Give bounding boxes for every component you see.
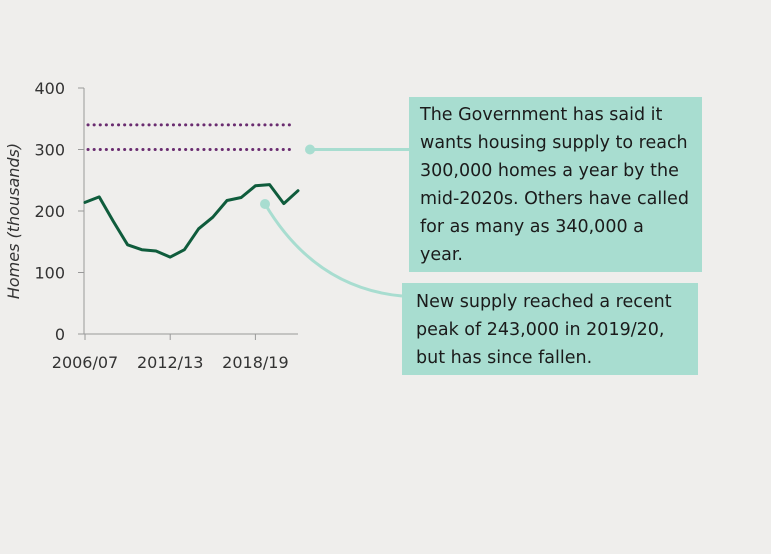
x-tick-label: 2012/13	[137, 353, 203, 372]
callout-government-target: The Government has said it wants housing…	[409, 97, 702, 272]
y-axis-label: Homes (thousands)	[4, 143, 23, 299]
series-layer	[83, 183, 300, 259]
x-tick-label: 2018/19	[222, 353, 288, 372]
callout-recent-peak: New supply reached a recent peak of 243,…	[402, 283, 698, 375]
connector-peak	[263, 203, 403, 298]
y-tick-label: 100	[34, 264, 65, 283]
y-tick-label: 300	[34, 141, 65, 160]
y-tick-label: 400	[34, 79, 65, 98]
y-tick-label: 200	[34, 202, 65, 221]
series-line-0	[83, 183, 300, 259]
connector-peak-dot	[260, 199, 270, 209]
y-tick-label: 0	[55, 325, 65, 344]
annotation-connectors	[260, 144, 409, 298]
x-tick-label: 2006/07	[52, 353, 118, 372]
connector-target-dot	[305, 144, 315, 155]
axes: 0 100 200 300 400 2006/07 2012/13 2018/19	[34, 79, 298, 372]
reference-lines	[86, 123, 296, 151]
